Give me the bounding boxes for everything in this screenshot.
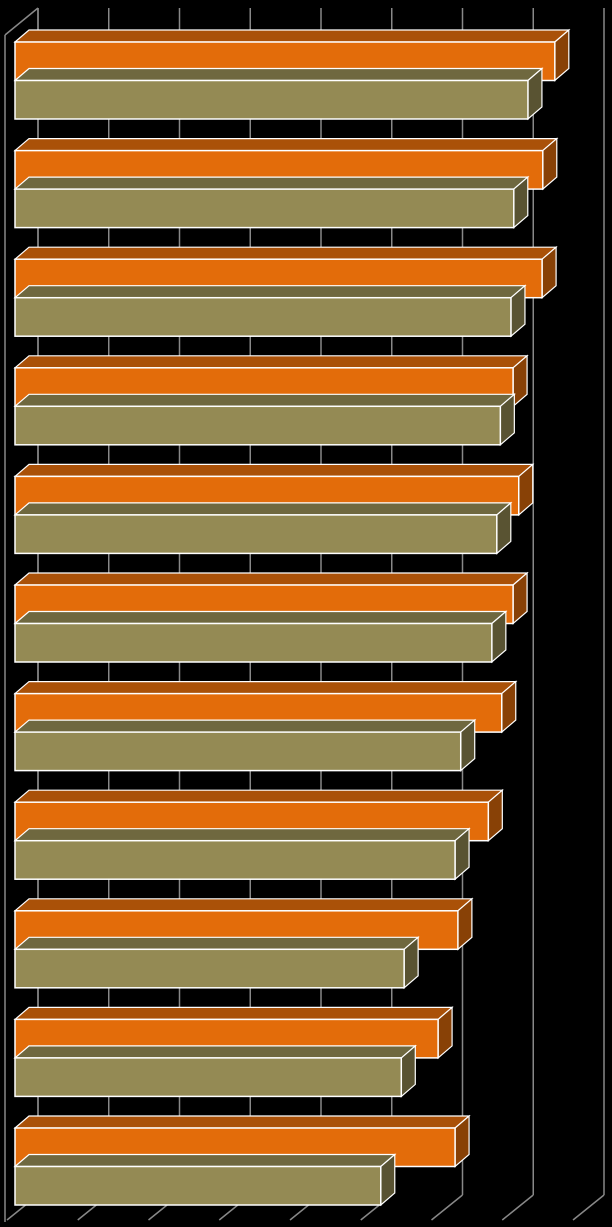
bar: [13, 175, 530, 229]
bar: [13, 1153, 397, 1207]
grid-line-floor: [572, 1194, 605, 1221]
bar-top: [13, 355, 529, 369]
bar-top: [13, 1115, 471, 1129]
bar-top: [13, 138, 559, 152]
bar-top: [13, 680, 518, 695]
bar-top: [13, 246, 558, 260]
bar-top: [13, 393, 516, 407]
bar-front: [14, 1165, 382, 1206]
bar-front: [14, 188, 515, 229]
bar-front: [14, 296, 512, 337]
grid-line-floor: [501, 1194, 534, 1221]
grid-line: [572, 8, 605, 1221]
bar-top: [13, 176, 530, 190]
bar-front: [14, 839, 456, 880]
bar: [13, 718, 477, 772]
bar-top: [13, 285, 527, 299]
bar-top: [13, 1006, 454, 1021]
bar-top: [13, 898, 474, 912]
bar-front: [14, 1057, 403, 1098]
grid-line-floor: [431, 1194, 463, 1221]
bar-front: [14, 948, 405, 989]
bar-top: [13, 610, 508, 625]
bar-top: [13, 828, 471, 842]
bar-top: [13, 936, 420, 950]
bar-front: [14, 514, 498, 555]
bar-top: [13, 719, 477, 733]
bar-top: [13, 789, 504, 803]
bar-front: [14, 731, 462, 772]
bar: [13, 827, 471, 881]
bar: [13, 1044, 417, 1098]
bar-top: [13, 572, 529, 586]
bar-front: [14, 79, 529, 120]
bar-top: [13, 502, 513, 516]
bar-top: [13, 1153, 397, 1168]
bar: [13, 610, 508, 664]
bar-top: [13, 67, 544, 82]
bar: [13, 935, 420, 990]
bar: [13, 284, 527, 338]
bar: [13, 501, 513, 555]
bar-top: [13, 463, 535, 477]
bar: [13, 392, 516, 447]
bar-front: [14, 622, 493, 663]
grid-line: [501, 8, 534, 1221]
bar: [13, 67, 544, 121]
bar-top: [13, 29, 571, 43]
bar-front: [14, 405, 502, 446]
side-wall-top: [4, 7, 39, 36]
bar-top: [13, 1045, 417, 1059]
